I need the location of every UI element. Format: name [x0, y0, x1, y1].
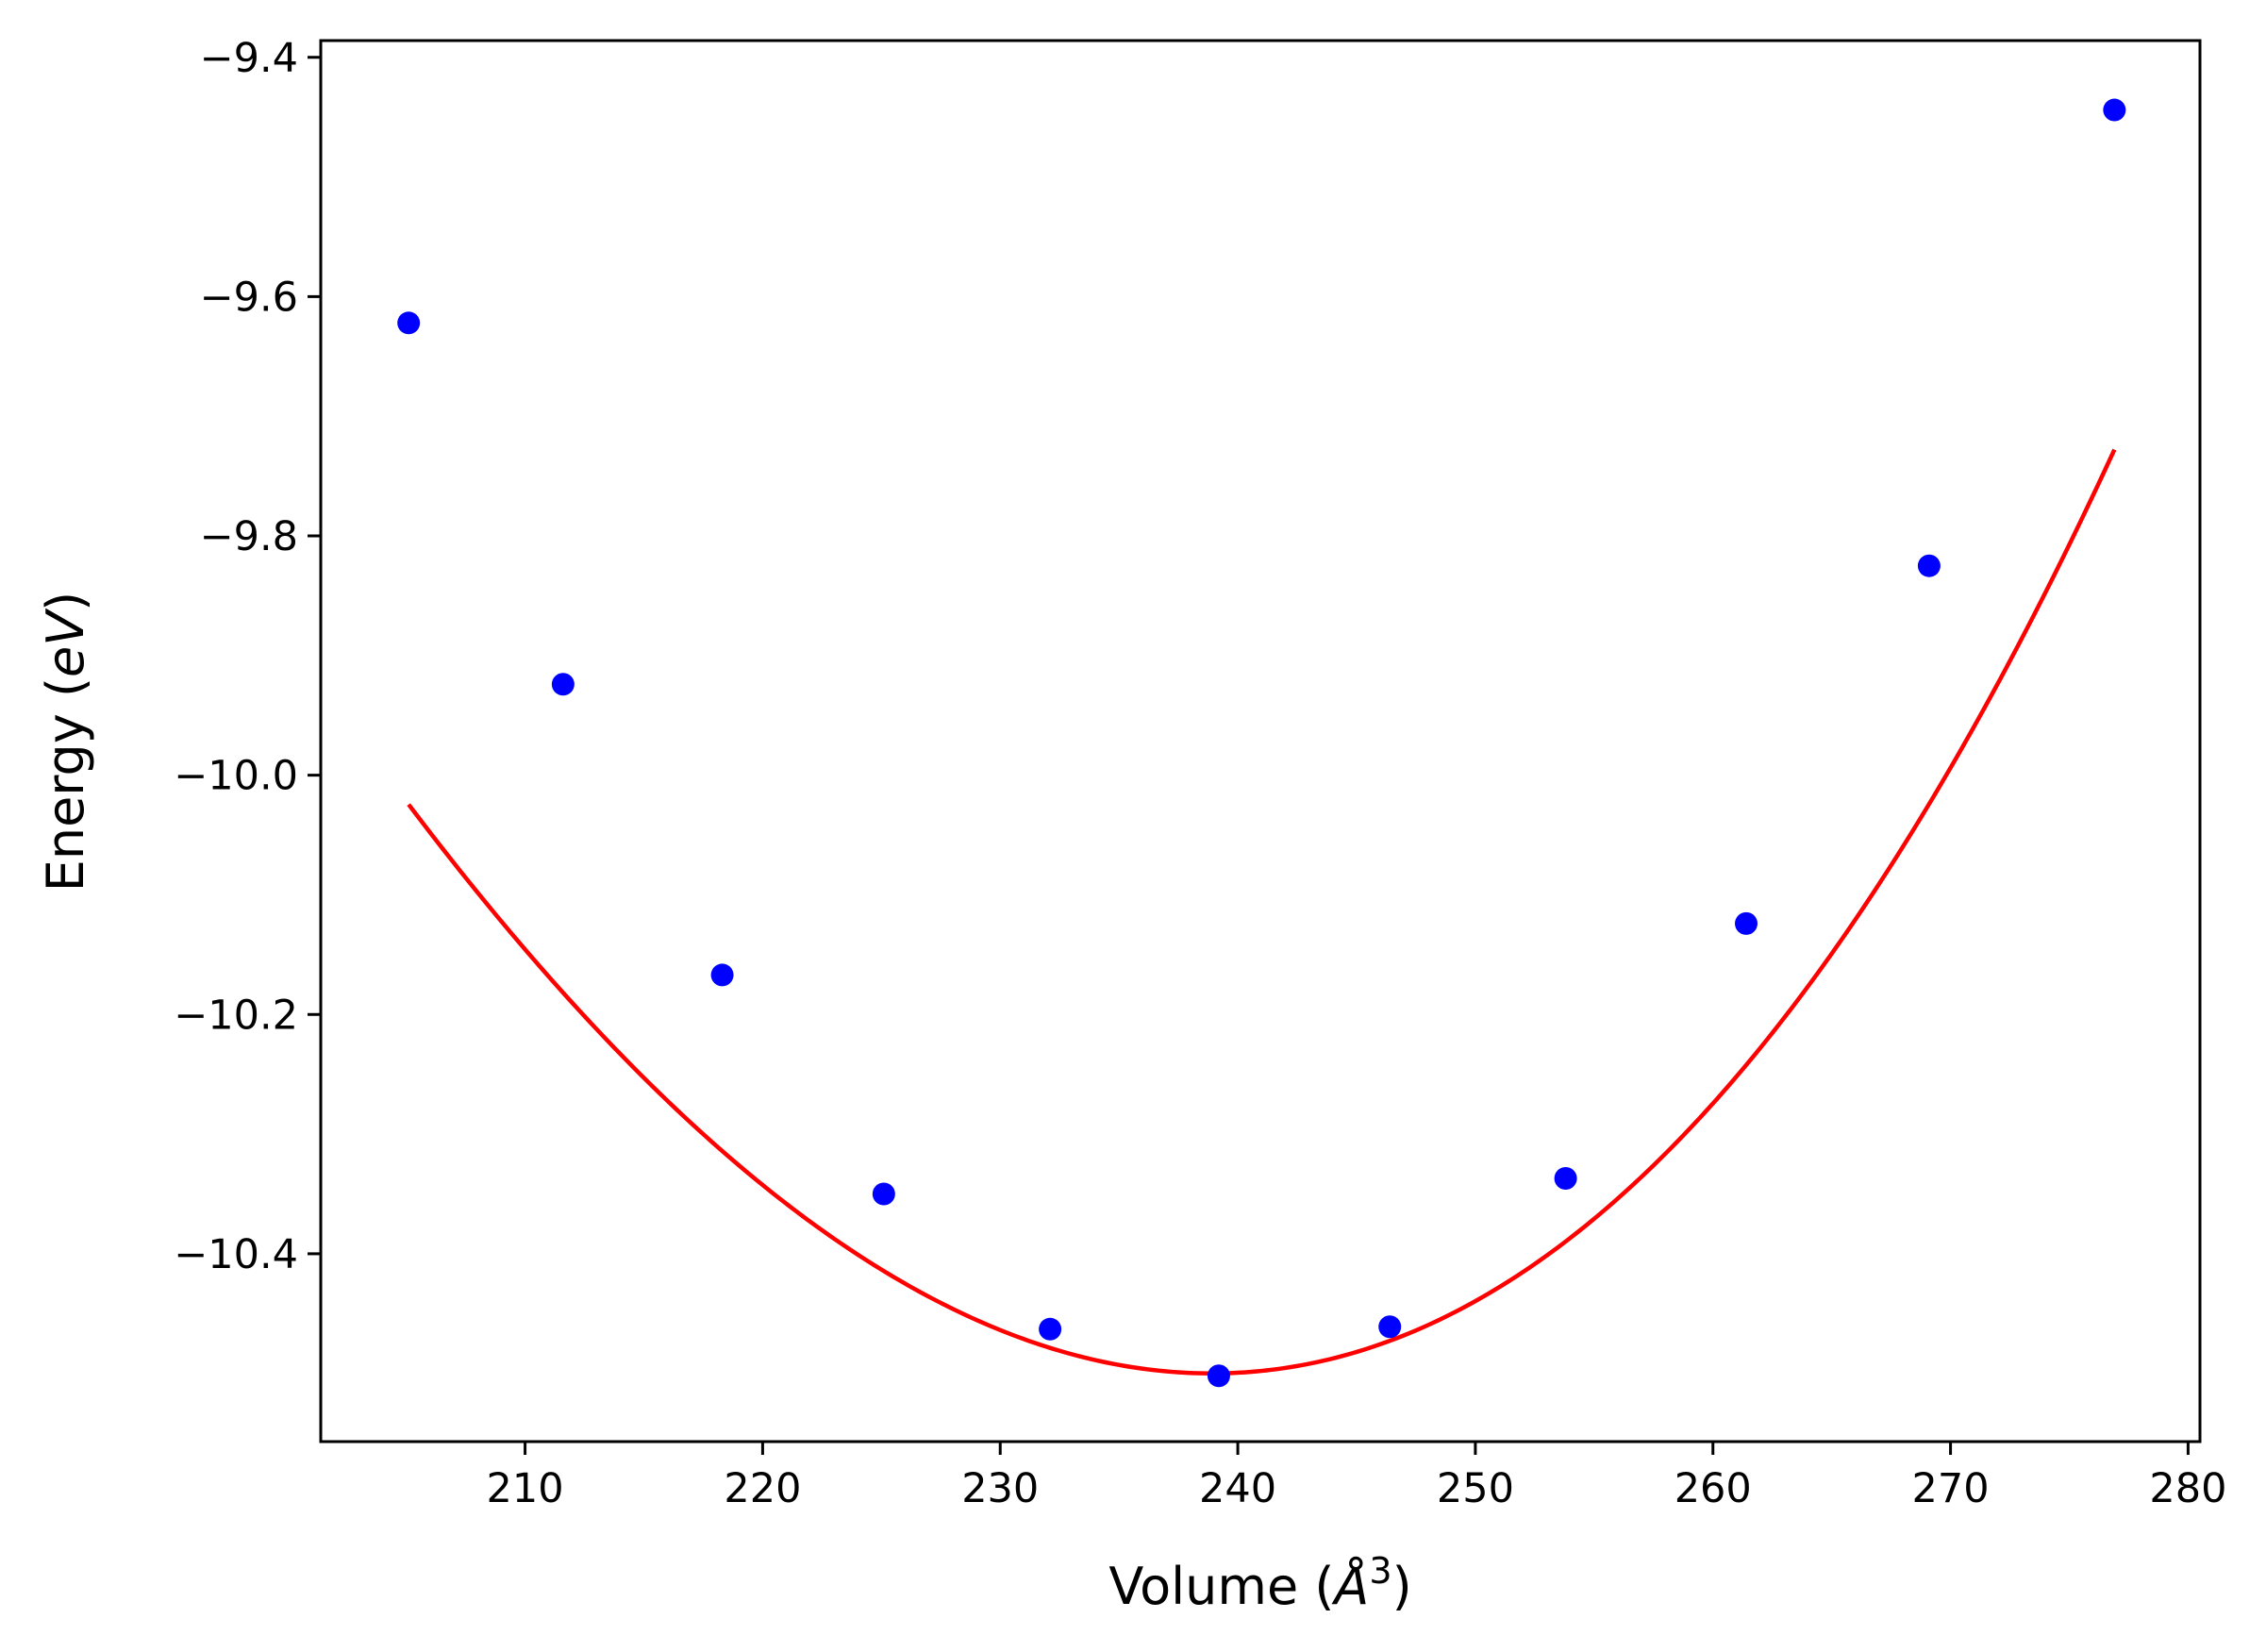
y-tick-label: −9.8	[200, 513, 298, 560]
y-axis-title-suffix: )	[36, 592, 95, 611]
y-axis-title: Energy (eV)	[36, 592, 95, 893]
x-tick-label: 260	[1675, 1465, 1752, 1512]
x-axis-title-unit: Å	[1331, 1556, 1369, 1616]
y-axis-title-prefix: Energy (	[36, 677, 95, 892]
x-axis-title: Volume (Å3)	[1108, 1550, 1411, 1616]
data-point	[551, 673, 575, 696]
x-tick-label: 210	[487, 1465, 564, 1512]
x-axis-title-prefix: Volume (	[1108, 1557, 1334, 1616]
data-point	[872, 1182, 895, 1206]
y-tick-label: −10.2	[174, 992, 298, 1039]
data-point	[1039, 1317, 1062, 1341]
x-tick-label: 220	[724, 1465, 801, 1512]
data-point	[397, 311, 421, 335]
y-axis-title-unit: eV	[36, 608, 95, 677]
x-tick-label: 280	[2149, 1465, 2226, 1512]
data-point	[1917, 554, 1941, 577]
y-axis: −10.4 −10.2 −10.0 −9.8 −9.6 −9.4	[174, 35, 321, 1278]
fit-curve-line	[407, 448, 2117, 1376]
plot-frame	[319, 39, 2202, 1443]
data-point	[1554, 1167, 1577, 1191]
y-tick-label: −10.4	[174, 1231, 298, 1278]
x-axis-title-exponent: 3	[1369, 1550, 1391, 1592]
x-tick-label: 250	[1437, 1465, 1514, 1512]
y-tick-label: −9.4	[200, 35, 298, 82]
data-point	[1207, 1364, 1230, 1388]
plot-layer	[397, 98, 2126, 1388]
x-axis-title-suffix: )	[1392, 1557, 1412, 1616]
data-point	[1734, 911, 1758, 935]
x-tick-label: 230	[961, 1465, 1039, 1512]
x-tick-label: 270	[1912, 1465, 1990, 1512]
y-tick-label: −9.6	[200, 274, 298, 321]
data-point	[710, 963, 734, 987]
x-tick-label: 240	[1199, 1465, 1276, 1512]
data-point	[2103, 98, 2126, 122]
data-point	[1378, 1315, 1402, 1339]
y-tick-label: −10.0	[174, 753, 298, 800]
x-axis: 210 220 230 240 250 260 270 280	[487, 1442, 2226, 1512]
